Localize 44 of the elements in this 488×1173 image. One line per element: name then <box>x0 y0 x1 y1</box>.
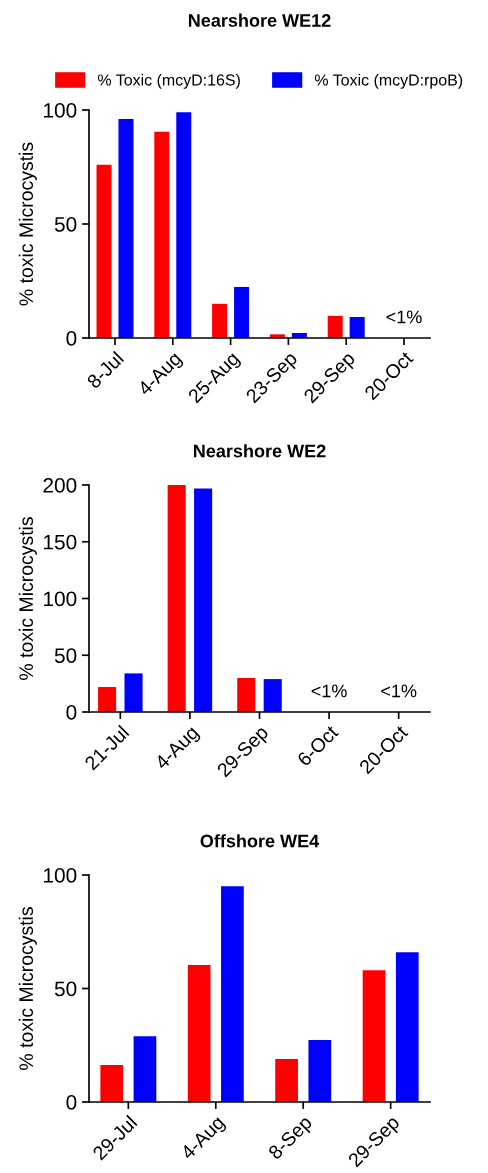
bar <box>275 1059 298 1102</box>
bar <box>349 317 365 338</box>
y-tick-label: 200 <box>43 478 77 493</box>
legend-label: % Toxic (mcyD:16S) <box>97 73 240 89</box>
bar <box>221 886 244 1102</box>
bar <box>96 164 112 338</box>
bar <box>176 112 192 338</box>
y-axis-title: % toxic Microcystis <box>18 907 37 1070</box>
bar <box>362 970 386 1102</box>
chart-title: Nearshore WE12 <box>188 13 331 27</box>
bar <box>167 485 186 712</box>
y-tick-label: 50 <box>54 981 77 997</box>
y-tick-label: 50 <box>54 648 77 663</box>
y-tick-label: 100 <box>44 868 77 883</box>
y-tick-label: 0 <box>66 705 77 720</box>
y-tick-label: 0 <box>66 1095 77 1110</box>
annotation: <1% <box>381 684 417 698</box>
y-tick-label: 100 <box>44 103 77 118</box>
chart-title: Offshore WE4 <box>200 834 320 848</box>
y-tick-label: 50 <box>54 217 77 232</box>
chart-title: Nearshore WE2 <box>193 444 326 458</box>
bar <box>395 952 419 1102</box>
bar <box>237 677 256 712</box>
y-tick-label: 150 <box>44 534 77 550</box>
bar <box>100 1065 124 1102</box>
bar <box>194 488 213 712</box>
bar <box>263 679 282 712</box>
y-tick-label: 0 <box>66 331 77 346</box>
y-tick-label: 100 <box>44 591 77 607</box>
bar <box>234 286 250 338</box>
y-axis-title: % toxic Microcystis <box>18 142 37 306</box>
bar <box>187 965 211 1102</box>
bar <box>154 131 170 338</box>
bar <box>327 315 343 338</box>
legend-label: % Toxic (mcyD:rpoB) <box>314 73 463 89</box>
bar <box>124 673 143 712</box>
bar <box>118 119 134 338</box>
annotation: <1% <box>311 684 347 698</box>
y-axis-title: % toxic Microcystis <box>18 517 37 680</box>
bar <box>133 1036 157 1102</box>
bar <box>212 303 228 338</box>
bar <box>308 1040 332 1102</box>
bar <box>98 687 117 712</box>
annotation: <1% <box>386 310 422 324</box>
